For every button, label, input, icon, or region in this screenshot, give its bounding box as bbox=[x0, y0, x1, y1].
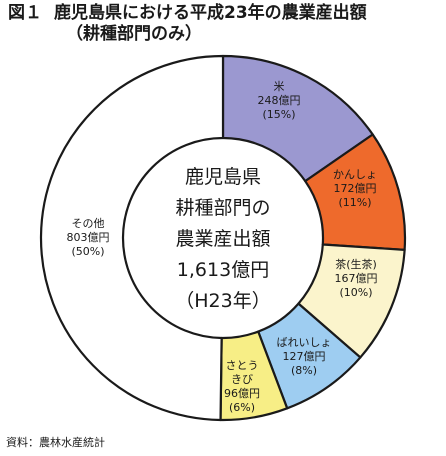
title-line-2: （耕種部門のみ） bbox=[66, 24, 202, 44]
slice-label-line: 172億円 bbox=[334, 182, 377, 195]
slice-label-その他: その他 803億円(50%) bbox=[67, 217, 110, 258]
slice-label-line: さとう bbox=[226, 359, 259, 372]
slice-label-line: きび bbox=[231, 373, 253, 386]
slice-その他 bbox=[39, 54, 225, 422]
center-text-line: 1,613億円 bbox=[177, 259, 269, 281]
slice-label-line: (15%) bbox=[262, 108, 295, 121]
slice-label-line: (6%) bbox=[229, 401, 255, 414]
slice-label-米: 米 248億円(15%) bbox=[258, 80, 301, 121]
slice-label-line: (11%) bbox=[338, 196, 371, 209]
figure-number: 図１ bbox=[8, 3, 42, 23]
slice-label-line: その他 bbox=[72, 217, 105, 230]
slice-label-ばれいしょ: ばれいしょ 127億円(8%) bbox=[277, 336, 332, 377]
slice-label-line: 803億円 bbox=[67, 231, 110, 244]
center-text-line: （H23年） bbox=[175, 290, 270, 312]
slice-label-line: (8%) bbox=[291, 364, 317, 377]
slice-label-茶生茶: 茶(生茶) 167億円(10%) bbox=[335, 257, 378, 299]
slice-label-line: 127億円 bbox=[283, 350, 326, 363]
source-note: 資料：農林水産統計 bbox=[6, 436, 105, 449]
figure-title: 図１ 鹿児島県における平成23年の農業産出額 （耕種部門のみ） bbox=[8, 3, 438, 45]
slice-label-line: 248億円 bbox=[258, 94, 301, 107]
slice-label-line: ばれいしょ bbox=[277, 336, 332, 349]
slice-label-line: (50%) bbox=[71, 245, 104, 258]
slice-label-line: 米 bbox=[274, 80, 285, 93]
center-text-line: 耕種部門の bbox=[175, 197, 270, 219]
slice-label-さとうきび: さとうきび 96億円(6%) bbox=[224, 359, 260, 414]
title-line-1: 鹿児島県における平成23年の農業産出額 bbox=[54, 3, 367, 23]
center-text-line: 鹿児島県 bbox=[185, 166, 261, 188]
slice-label-line: 茶(生茶) bbox=[335, 257, 377, 271]
slice-label-line: 96億円 bbox=[224, 387, 260, 400]
slice-label-かんしょ: かんしょ 172億円(11%) bbox=[333, 168, 377, 209]
center-text-line: 農業産出額 bbox=[175, 228, 270, 250]
slice-label-line: (10%) bbox=[339, 286, 372, 299]
slice-label-line: 167億円 bbox=[335, 272, 378, 285]
slice-label-line: かんしょ bbox=[333, 168, 377, 181]
